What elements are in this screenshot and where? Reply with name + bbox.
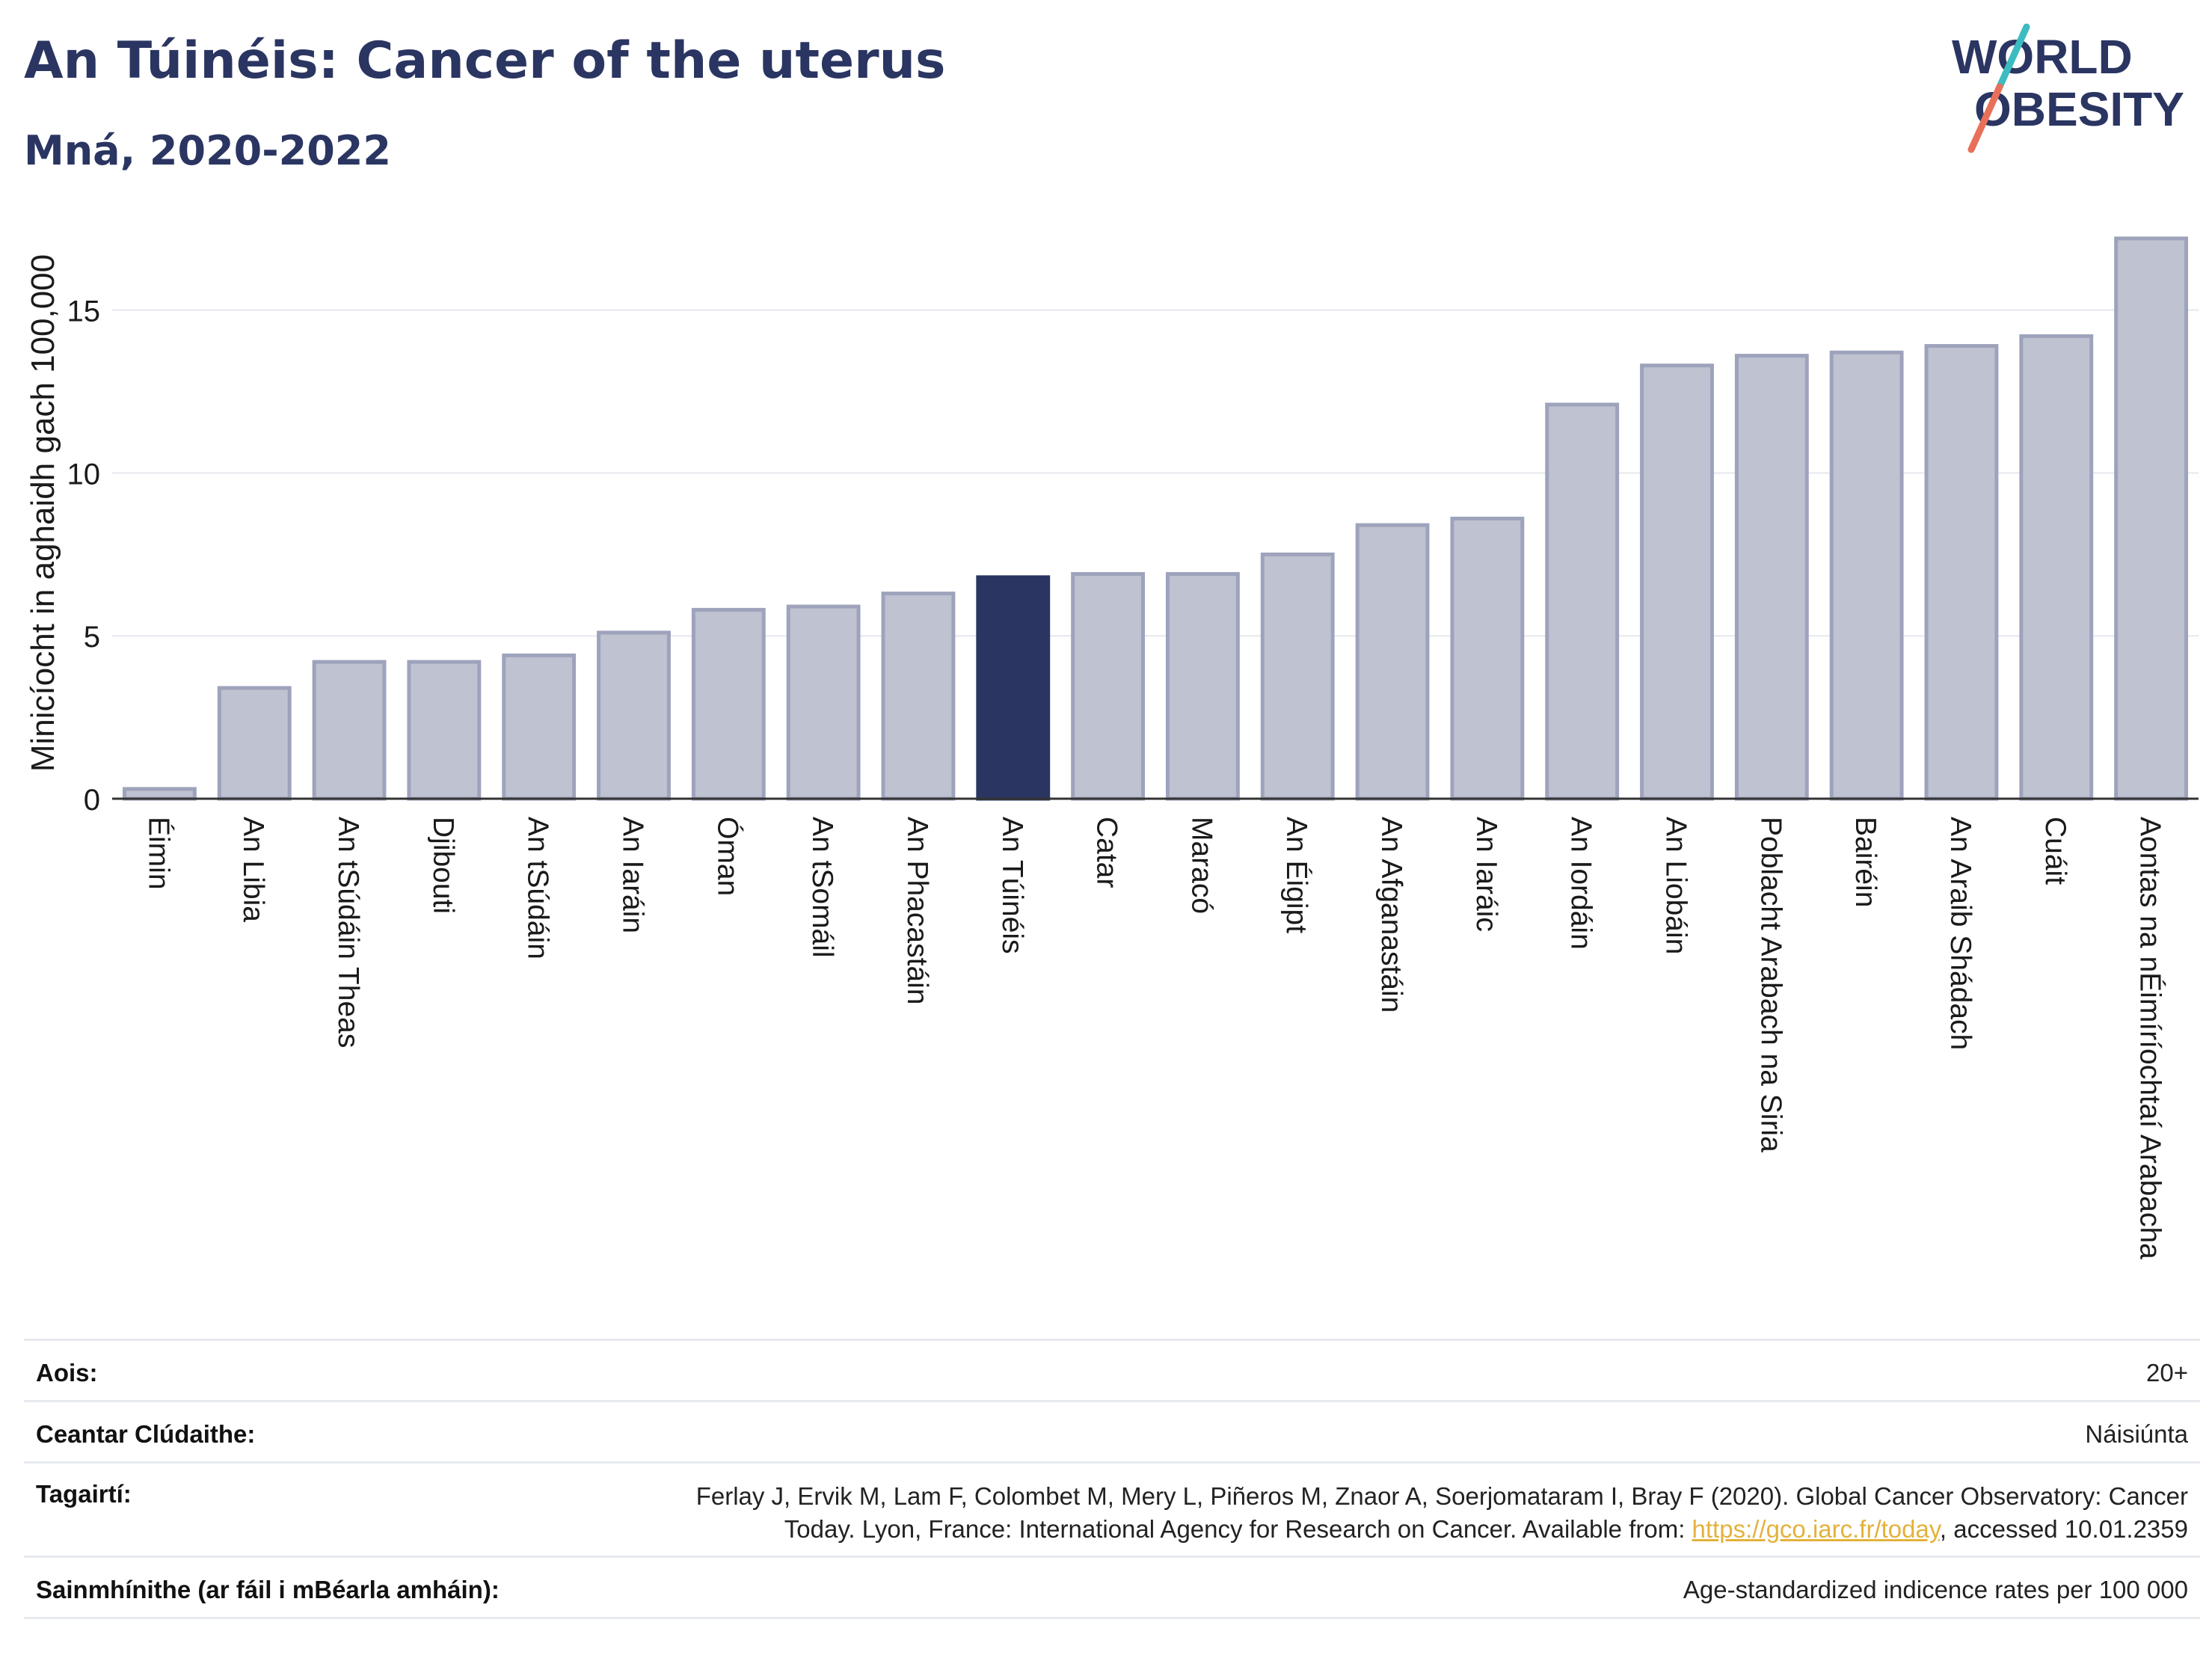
reference-link[interactable]: https://gco.iarc.fr/today — [1692, 1515, 1940, 1543]
bar — [597, 630, 671, 801]
bar — [1829, 350, 1904, 801]
bar — [1545, 402, 1620, 801]
bar — [312, 660, 387, 801]
y-axis-ticks: 0 5 10 15 — [67, 295, 101, 817]
meta-definitions-label: Sainmhínithe (ar fáil i mBéarla amháin): — [36, 1576, 500, 1603]
x-tick-label: An Túinéis — [996, 817, 1028, 954]
y-tick-label: 10 — [67, 458, 101, 491]
x-tick-label: An tSomáil — [806, 817, 838, 958]
meta-coverage-value: Náisiúnta — [2085, 1420, 2188, 1448]
meta-age-row: Aois: 20+ — [24, 1339, 2200, 1401]
bar — [2114, 236, 2189, 801]
bar — [1355, 523, 1430, 801]
y-tick-label: 0 — [84, 784, 100, 817]
bar-chart: 0 5 10 15 Éimin An Libia An tSúdáin Theas Djib… — [25, 236, 2199, 1259]
world-obesity-logo: WORLD OBESITY — [1952, 23, 2184, 153]
x-tick-label: Poblacht Arabach na Siria — [1754, 817, 1787, 1152]
bar — [1071, 571, 1146, 801]
logo-slash-bottom — [1967, 83, 2003, 153]
x-tick-label: Catar — [1091, 817, 1123, 888]
meta-references-value: Ferlay J, Ervik M, Lam F, Colombet M, Me… — [696, 1480, 2188, 1546]
x-tick-label: Éimin — [142, 817, 174, 890]
x-tick-label: Maracó — [1185, 817, 1217, 914]
meta-coverage-row: Ceantar Clúdaithe: Náisiúnta — [24, 1400, 2200, 1462]
x-tick-label: An Phacastáin — [901, 817, 933, 1005]
reference-line-2-start: Today. Lyon, France: International Agenc… — [784, 1515, 1692, 1543]
meta-age-value: 20+ — [2146, 1359, 2188, 1387]
meta-references-label: Tagairtí: — [36, 1480, 132, 1508]
bar — [2019, 334, 2094, 801]
meta-definitions-value: Age-standardized indicence rates per 100… — [1683, 1576, 2188, 1603]
bar — [691, 607, 766, 801]
meta-age-label: Aois: — [36, 1359, 98, 1387]
logo-slash-top — [1996, 23, 2030, 90]
x-tick-label: An Afganastáin — [1375, 817, 1407, 1013]
bar — [1734, 354, 1809, 801]
chart-title: An Túinéis: Cancer of the uterus — [24, 31, 946, 90]
x-tick-label: An tSúdáin Theas — [332, 817, 364, 1048]
meta-bottom-border — [24, 1617, 2200, 1619]
reference-line-1: Ferlay J, Ervik M, Lam F, Colombet M, Me… — [695, 1482, 2188, 1510]
bar — [1165, 571, 1240, 801]
y-tick-label: 15 — [67, 295, 101, 328]
y-axis-label: Minicíocht in aghaidh gach 100,000 — [25, 254, 61, 772]
meta-definitions-row: Sainmhínithe (ar fáil i mBéarla amháin):… — [24, 1556, 2200, 1619]
bar — [881, 592, 956, 801]
x-tick-label: Cuáit — [2039, 817, 2071, 885]
x-tick-label: An tSúdáin — [522, 817, 554, 959]
y-tick-label: 5 — [84, 621, 100, 654]
bars — [122, 236, 2189, 801]
x-tick-label: An Iaráic — [1470, 817, 1502, 932]
bar — [1924, 344, 1999, 801]
x-tick-label: An Libia — [237, 817, 269, 922]
x-tick-label: Djibouti — [427, 817, 459, 914]
reference-line-2-end: , accessed 10.01.2359 — [1939, 1515, 2188, 1543]
x-tick-label: An Liobáin — [1660, 817, 1692, 954]
x-tick-label: Aontas na nÉimíríochtaí Arabacha — [2134, 817, 2166, 1259]
x-axis-labels: Éimin An Libia An tSúdáin Theas Djibouti An … — [142, 817, 2166, 1259]
bar — [1450, 516, 1525, 801]
x-tick-label: An Iordáin — [1565, 817, 1597, 950]
bar — [1260, 552, 1335, 801]
bar — [122, 787, 197, 801]
chart-subtitle: Mná, 2020-2022 — [24, 127, 391, 174]
x-tick-label: An Iaráin — [617, 817, 649, 933]
x-tick-label: An Éigipt — [1280, 817, 1312, 933]
meta-references-row: Tagairtí: Ferlay J, Ervik M, Lam F, Colo… — [24, 1461, 2200, 1556]
bar — [786, 604, 861, 801]
bar — [976, 575, 1051, 801]
logo-line1: WORLD — [1952, 30, 2133, 84]
bar — [502, 653, 577, 801]
meta-coverage-label: Ceantar Clúdaithe: — [36, 1420, 256, 1448]
bar — [1640, 363, 1714, 801]
x-tick-label: Bairéin — [1849, 817, 1881, 907]
x-tick-label: An Araib Shádach — [1944, 817, 1976, 1050]
x-tick-label: Óman — [711, 817, 743, 896]
reference-line-2: Today. Lyon, France: International Agenc… — [696, 1513, 2188, 1546]
bar — [407, 660, 482, 801]
bar — [217, 686, 292, 801]
logo-line2: OBESITY — [1974, 82, 2184, 136]
